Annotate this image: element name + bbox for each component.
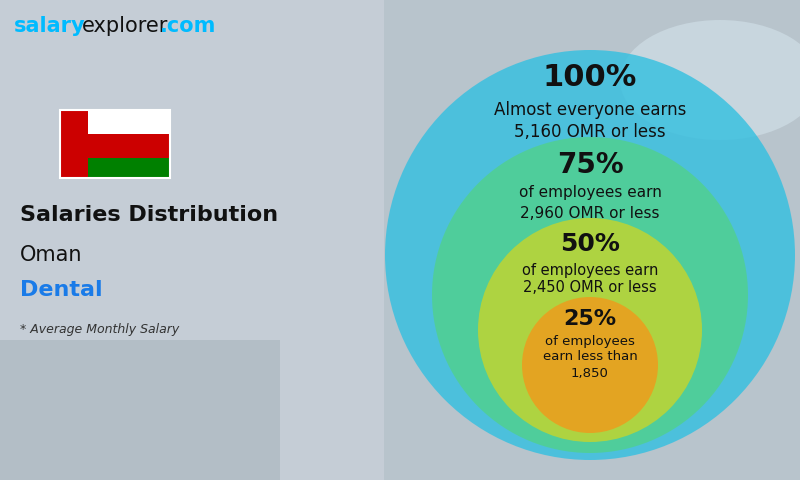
Text: 100%: 100% — [543, 63, 637, 93]
Text: 2,960 OMR or less: 2,960 OMR or less — [520, 205, 660, 220]
Text: of employees earn: of employees earn — [522, 263, 658, 277]
Bar — [0, 340, 280, 480]
Bar — [60, 110, 87, 178]
Circle shape — [478, 218, 702, 442]
Circle shape — [385, 50, 795, 460]
Text: 50%: 50% — [560, 232, 620, 256]
Text: of employees: of employees — [545, 335, 635, 348]
Bar — [384, 0, 800, 480]
Bar — [87, 134, 170, 157]
Bar — [0, 0, 384, 480]
Text: Salaries Distribution: Salaries Distribution — [20, 205, 278, 225]
Bar — [87, 110, 170, 134]
Text: 1,850: 1,850 — [571, 367, 609, 380]
Text: .com: .com — [160, 16, 216, 36]
Text: salary: salary — [14, 16, 86, 36]
Circle shape — [432, 137, 748, 453]
Text: 2,450 OMR or less: 2,450 OMR or less — [523, 280, 657, 296]
Text: * Average Monthly Salary: * Average Monthly Salary — [20, 324, 179, 336]
Ellipse shape — [620, 20, 800, 140]
Text: Oman: Oman — [20, 245, 82, 265]
Text: earn less than: earn less than — [542, 350, 638, 363]
Bar — [60, 110, 170, 178]
Text: explorer: explorer — [82, 16, 168, 36]
Text: 25%: 25% — [563, 309, 617, 329]
Text: 5,160 OMR or less: 5,160 OMR or less — [514, 123, 666, 141]
Text: 75%: 75% — [557, 151, 623, 179]
Text: of employees earn: of employees earn — [518, 185, 662, 201]
Text: Dental: Dental — [20, 280, 102, 300]
Text: Almost everyone earns: Almost everyone earns — [494, 101, 686, 119]
Bar — [87, 157, 170, 178]
Circle shape — [522, 297, 658, 433]
